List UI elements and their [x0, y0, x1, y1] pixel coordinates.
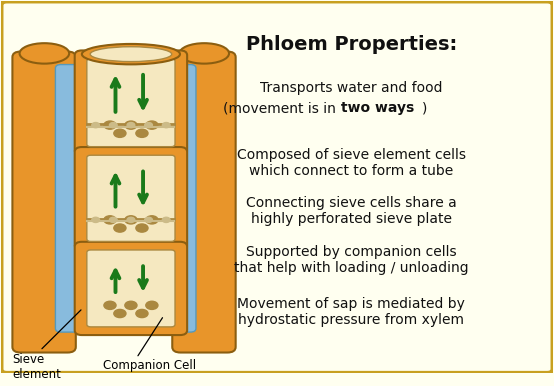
- Circle shape: [145, 217, 152, 222]
- Text: Phloem Properties:: Phloem Properties:: [246, 35, 457, 54]
- Circle shape: [146, 216, 158, 224]
- FancyBboxPatch shape: [2, 2, 552, 373]
- Circle shape: [145, 122, 152, 128]
- FancyBboxPatch shape: [75, 242, 187, 335]
- Text: two ways: two ways: [341, 101, 415, 115]
- Text: Transports water and food: Transports water and food: [260, 81, 443, 95]
- Circle shape: [92, 217, 100, 222]
- Text: Movement of sap is mediated by
hydrostatic pressure from xylem: Movement of sap is mediated by hydrostat…: [238, 296, 465, 327]
- FancyBboxPatch shape: [87, 59, 175, 147]
- FancyBboxPatch shape: [75, 147, 187, 250]
- FancyBboxPatch shape: [87, 155, 175, 241]
- FancyBboxPatch shape: [87, 250, 175, 327]
- Circle shape: [104, 216, 116, 224]
- FancyBboxPatch shape: [172, 52, 235, 352]
- Text: (movement is in: (movement is in: [223, 101, 340, 115]
- Circle shape: [125, 121, 137, 129]
- Circle shape: [136, 129, 148, 137]
- Circle shape: [136, 310, 148, 318]
- Text: Sieve
element: Sieve element: [12, 352, 61, 381]
- Circle shape: [146, 121, 158, 129]
- Circle shape: [162, 122, 170, 128]
- Circle shape: [114, 129, 126, 137]
- FancyBboxPatch shape: [75, 51, 187, 155]
- Text: Companion Cell: Companion Cell: [104, 359, 197, 372]
- Circle shape: [114, 224, 126, 232]
- Circle shape: [110, 217, 117, 222]
- Circle shape: [104, 121, 116, 129]
- Ellipse shape: [82, 44, 180, 64]
- Text: Supported by companion cells
that help with loading / unloading: Supported by companion cells that help w…: [234, 244, 469, 275]
- Circle shape: [146, 301, 158, 310]
- Circle shape: [114, 310, 126, 318]
- FancyBboxPatch shape: [12, 52, 76, 352]
- Circle shape: [136, 224, 148, 232]
- FancyBboxPatch shape: [153, 64, 196, 332]
- Circle shape: [127, 217, 135, 222]
- Text: Connecting sieve cells share a
highly perforated sieve plate: Connecting sieve cells share a highly pe…: [246, 196, 457, 227]
- Circle shape: [162, 217, 170, 222]
- Circle shape: [104, 301, 116, 310]
- Ellipse shape: [19, 43, 69, 64]
- Circle shape: [125, 216, 137, 224]
- Text: Composed of sieve element cells
which connect to form a tube: Composed of sieve element cells which co…: [237, 148, 466, 178]
- Circle shape: [127, 122, 135, 128]
- Ellipse shape: [179, 43, 229, 64]
- Text: ): ): [422, 101, 427, 115]
- FancyBboxPatch shape: [55, 64, 99, 332]
- Circle shape: [125, 301, 137, 310]
- Circle shape: [110, 122, 117, 128]
- Ellipse shape: [90, 47, 172, 62]
- Circle shape: [92, 122, 100, 128]
